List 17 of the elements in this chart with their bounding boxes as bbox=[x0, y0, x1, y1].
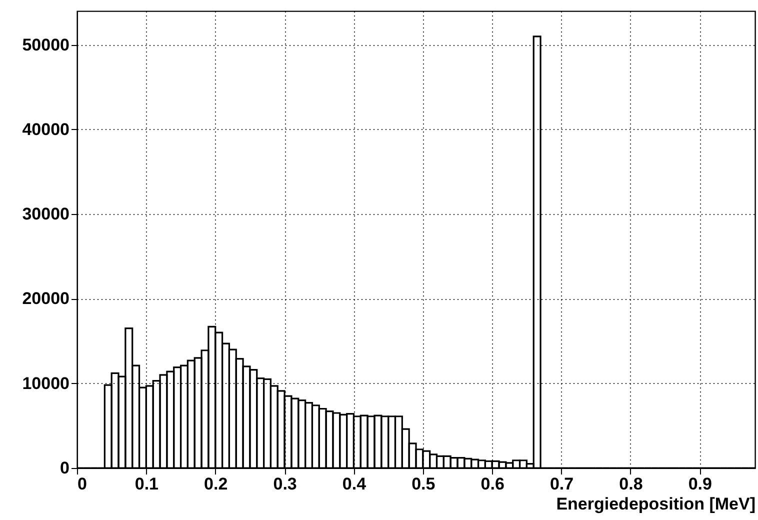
y-tick-label: 10000 bbox=[22, 374, 70, 393]
y-tick-label: 40000 bbox=[22, 120, 70, 139]
x-tick-label: 0.9 bbox=[688, 474, 712, 494]
x-tick-label: 0.7 bbox=[550, 474, 574, 494]
y-tick-label: 50000 bbox=[22, 35, 70, 54]
x-tick-label: 0.6 bbox=[480, 474, 504, 494]
y-tick-label: 30000 bbox=[22, 204, 70, 224]
x-tick-label: 0 bbox=[78, 474, 87, 494]
x-axis-title: Energiedeposition [MeV] bbox=[556, 494, 756, 514]
x-tick-label: 0.2 bbox=[204, 474, 228, 494]
y-tick-label: 20000 bbox=[22, 289, 70, 308]
x-tick-label: 0.5 bbox=[412, 474, 436, 494]
y-tick-label: 0 bbox=[60, 458, 70, 478]
x-tick-label: 0.1 bbox=[134, 474, 159, 494]
x-tick-label: 0.8 bbox=[619, 474, 643, 494]
x-tick-label: 0.3 bbox=[273, 474, 297, 494]
x-tick-label: 0.4 bbox=[342, 474, 367, 494]
